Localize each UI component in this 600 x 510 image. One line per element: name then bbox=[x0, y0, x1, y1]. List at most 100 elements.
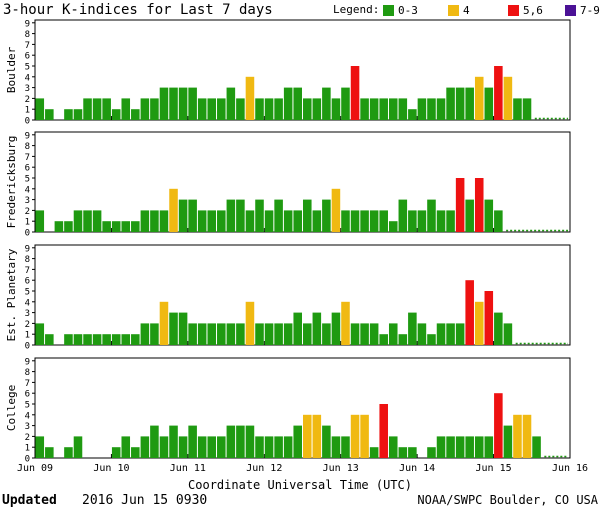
y-tick-label: 8 bbox=[25, 368, 30, 378]
k-index-bar bbox=[131, 221, 140, 232]
k-index-bar bbox=[408, 447, 417, 458]
y-tick-label: 4 bbox=[25, 411, 30, 421]
k-index-bar bbox=[207, 98, 217, 120]
k-index-bar bbox=[436, 210, 446, 232]
k-index-bar bbox=[150, 425, 159, 458]
k-index-bar bbox=[312, 210, 322, 232]
k-index-bar bbox=[455, 87, 465, 120]
k-index-bar bbox=[236, 323, 245, 345]
k-index-bar bbox=[465, 87, 474, 120]
y-tick-label: 4 bbox=[25, 73, 30, 83]
y-tick-label: 6 bbox=[25, 164, 30, 174]
k-index-bar bbox=[341, 436, 350, 458]
k-index-bar bbox=[388, 436, 398, 458]
k-index-bar bbox=[226, 425, 236, 458]
k-index-bar bbox=[169, 425, 178, 458]
station-label: Fredericksburg bbox=[5, 136, 18, 229]
k-index-bar bbox=[178, 436, 188, 458]
k-index-bar bbox=[54, 221, 64, 232]
y-tick-label: 5 bbox=[25, 401, 30, 411]
station-label: College bbox=[5, 385, 18, 431]
k-index-bar bbox=[236, 98, 245, 120]
k-index-bar bbox=[207, 210, 217, 232]
legend-item-5-6: 5,6 bbox=[523, 4, 543, 17]
updated-value: 2016 Jun 15 0930 bbox=[82, 493, 207, 508]
y-tick-label: 7 bbox=[25, 153, 30, 163]
k-index-bar bbox=[217, 436, 226, 458]
k-index-bar bbox=[503, 76, 513, 120]
k-index-bar bbox=[264, 98, 274, 120]
k-index-bar bbox=[245, 425, 255, 458]
k-index-bar bbox=[140, 436, 150, 458]
k-index-bar bbox=[455, 323, 465, 345]
k-index-bar bbox=[360, 323, 369, 345]
k-index-bar bbox=[140, 323, 150, 345]
k-index-bar bbox=[121, 221, 131, 232]
y-tick-label: 2 bbox=[25, 95, 30, 105]
k-index-bar bbox=[293, 425, 302, 458]
k-index-bar bbox=[264, 436, 274, 458]
k-index-bar bbox=[427, 334, 436, 345]
k-index-bar bbox=[159, 210, 169, 232]
k-index-bar bbox=[331, 98, 341, 120]
k-index-bar bbox=[64, 447, 73, 458]
legend-item-7-9: 7-9 bbox=[580, 4, 600, 17]
k-index-bar bbox=[465, 199, 474, 232]
k-index-bar bbox=[92, 334, 102, 345]
k-index-bar bbox=[283, 87, 293, 120]
x-tick-label: Jun 15 bbox=[476, 463, 512, 474]
k-index-bar bbox=[503, 425, 513, 458]
k-index-bar bbox=[522, 98, 532, 120]
k-index-bar bbox=[283, 210, 293, 232]
y-tick-label: 1 bbox=[25, 218, 30, 228]
k-index-bar bbox=[169, 312, 178, 345]
k-index-bar bbox=[398, 334, 408, 345]
legend: 0-3 4 5,6 7-9 bbox=[383, 4, 600, 17]
k-index-bar bbox=[532, 436, 541, 458]
panels: 0123456789Boulder0123456789Fredericksbur… bbox=[5, 19, 571, 465]
k-index-bar bbox=[369, 323, 379, 345]
y-tick-label: 2 bbox=[25, 320, 30, 330]
k-index-bar bbox=[322, 87, 331, 120]
k-index-bar bbox=[503, 323, 513, 345]
k-index-bar bbox=[73, 109, 83, 120]
k-index-bar bbox=[45, 447, 54, 458]
k-index-bar bbox=[417, 210, 427, 232]
k-index-bar bbox=[379, 98, 388, 120]
k-index-bar bbox=[207, 323, 217, 345]
k-index-bar bbox=[474, 76, 484, 120]
y-tick-label: 9 bbox=[25, 357, 30, 367]
k-index-bar bbox=[64, 221, 73, 232]
k-index-bar bbox=[245, 76, 255, 120]
credit-text: NOAA/SWPC Boulder, CO USA bbox=[417, 493, 598, 507]
k-index-bar bbox=[446, 210, 455, 232]
k-index-bar bbox=[83, 334, 92, 345]
y-tick-label: 6 bbox=[25, 52, 30, 62]
k-index-bar bbox=[102, 334, 111, 345]
k-index-bar bbox=[131, 334, 140, 345]
k-index-bar bbox=[388, 98, 398, 120]
k-index-bar bbox=[197, 210, 207, 232]
k-index-bar bbox=[217, 210, 226, 232]
k-index-bar bbox=[35, 98, 45, 120]
k-index-bar bbox=[484, 291, 494, 345]
k-index-bar bbox=[264, 210, 274, 232]
k-index-bar bbox=[111, 109, 121, 120]
k-index-bar bbox=[293, 87, 302, 120]
k-index-bar bbox=[322, 425, 331, 458]
k-index-bar bbox=[83, 98, 92, 120]
k-index-bar bbox=[312, 414, 322, 458]
y-tick-label: 0 bbox=[25, 117, 30, 127]
k-index-bar bbox=[236, 199, 245, 232]
k-index-bar bbox=[350, 210, 360, 232]
x-tick-label: Jun 11 bbox=[170, 463, 206, 474]
k-index-bar bbox=[398, 447, 408, 458]
k-index-bar bbox=[360, 414, 369, 458]
legend-swatch-7-9 bbox=[565, 5, 576, 16]
k-index-bar bbox=[111, 221, 121, 232]
k-index-bar bbox=[35, 436, 45, 458]
y-tick-label: 5 bbox=[25, 63, 30, 73]
